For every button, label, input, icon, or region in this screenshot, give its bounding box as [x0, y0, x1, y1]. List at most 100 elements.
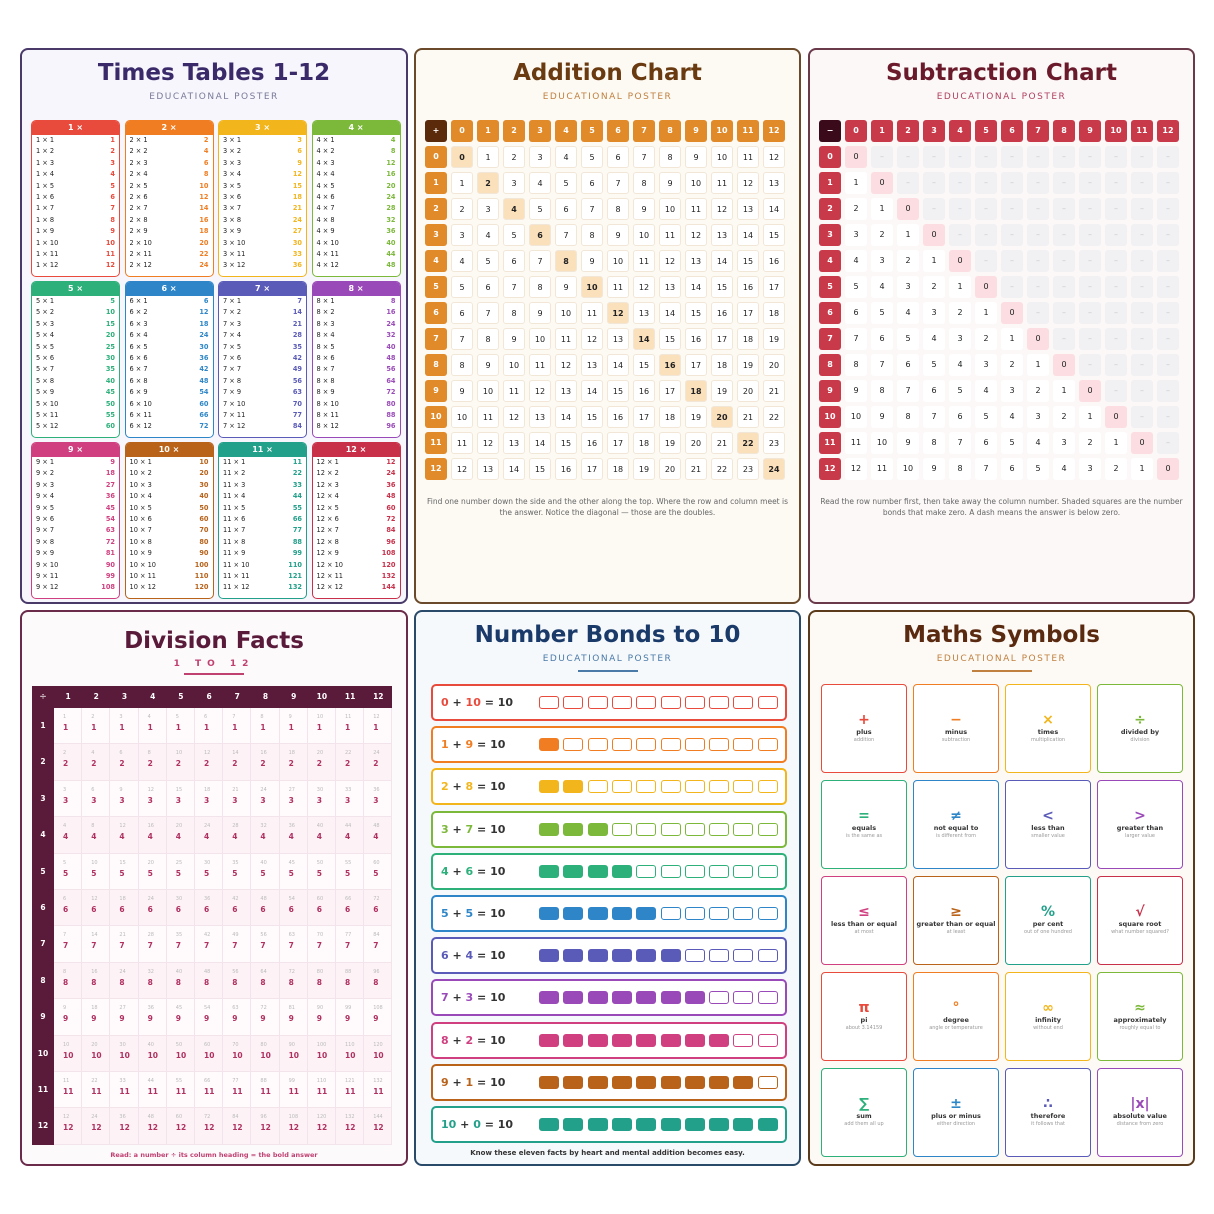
division-quotient: 1 [373, 723, 379, 732]
division-cell [54, 890, 83, 927]
grid-cell: 7 [897, 380, 919, 402]
division-quotient: 1 [63, 723, 69, 732]
grid-cell: 2 [1105, 458, 1127, 480]
division-cell [307, 890, 336, 927]
bond-box [563, 780, 584, 794]
grid-cell: – [949, 198, 971, 220]
bond-addend-b: 5 [465, 907, 474, 920]
bond-box [587, 822, 608, 836]
division-quotient: 7 [119, 941, 125, 951]
column-header: 1 [871, 120, 893, 142]
grid-cell: 5 [897, 328, 919, 350]
division-dividend: 28 [232, 823, 239, 830]
bond-box [684, 949, 705, 963]
times-table-row: 3 × 4 12 [219, 169, 306, 180]
bonds-title: Number Bonds to 10 [474, 622, 741, 648]
number-bond-equation: 1 + 9 = 10 [441, 728, 505, 761]
times-table-answer: 15 [292, 181, 302, 190]
division-dividend: 22 [345, 750, 352, 757]
bond-equals: = [473, 822, 491, 836]
times-table-answer: 24 [386, 192, 396, 201]
times-table-answer: 27 [292, 227, 302, 236]
bond-box [660, 780, 681, 794]
division-dividend: 72 [288, 968, 295, 975]
division-cell [138, 708, 167, 745]
grid-cell: 8 [503, 302, 525, 324]
times-table-answer: 77 [292, 526, 302, 535]
times-table-question: 11 × 9 [223, 549, 246, 558]
division-quotient: 11 [204, 1087, 215, 1096]
division-cell [82, 708, 111, 745]
bond-plus: + [448, 822, 466, 836]
symbol-name: absolute value [1113, 1112, 1167, 1120]
division-cell [223, 962, 252, 1000]
grid-cell: 15 [763, 224, 785, 246]
division-quotient: 6 [316, 905, 323, 914]
addition-chart-poster: Addition Chart EDUCATIONAL POSTER +0 1 2 3 4… [414, 48, 801, 604]
grid-cell: – [975, 172, 997, 194]
times-table-question: 7 × 11 [223, 410, 246, 419]
times-table-row: 12 × 5 60 [313, 503, 400, 514]
division-cell [138, 780, 167, 818]
grid-cell: 4 [529, 172, 551, 194]
grid-cell: 6 [845, 302, 867, 324]
row-header: 4 [425, 250, 447, 272]
number-bond-row: 4 + 6 = 10 [431, 852, 787, 890]
times-table-row: 5 × 9 45 [32, 387, 119, 398]
times-table-answer: 108 [101, 583, 115, 592]
division-quotient: 9 [260, 1014, 266, 1024]
division-dividend: 50 [175, 1041, 183, 1048]
division-dividend: 30 [175, 896, 183, 902]
bond-box [563, 1118, 584, 1131]
division-dividend: 8 [63, 968, 67, 975]
division-cell [223, 853, 252, 890]
grid-cell: – [1157, 276, 1179, 298]
division-cell [364, 780, 393, 818]
grid-cell: 10 [529, 328, 551, 350]
times-table-question: 9 × 11 [36, 571, 59, 580]
times-table-row: 4 × 6 24 [313, 192, 400, 203]
times-table-row: 8 × 12 96 [313, 421, 400, 432]
times-table-answer: 8 [390, 147, 396, 156]
times-table-question: 7 × 5 [223, 342, 242, 351]
division-quotient: 7 [232, 941, 238, 951]
division-quotient: 6 [288, 905, 294, 914]
times-table-question: 4 × 2 [316, 147, 335, 156]
bond-box [733, 696, 754, 709]
number-bond-row: 7 + 3 = 10 [431, 979, 787, 1017]
times-table-row: 11 × 4 44 [219, 491, 306, 502]
grid-cell: 0 [1027, 328, 1049, 350]
times-table-answer: 18 [199, 319, 209, 328]
bond-box [684, 864, 705, 878]
times-table-row: 6 × 4 24 [126, 330, 213, 341]
division-dividend: 108 [373, 1005, 383, 1012]
times-table-answer: 120 [194, 583, 209, 592]
division-dividend: 84 [373, 932, 380, 939]
bond-box [660, 864, 681, 878]
bond-equals: = [473, 907, 491, 920]
division-column-header: 12 [373, 692, 384, 701]
times-table-answer: 48 [386, 261, 396, 270]
division-cell [251, 744, 280, 781]
grid-cell: 11 [503, 380, 525, 402]
times-table-answer: 9 [110, 227, 115, 236]
grid-cell: 13 [737, 198, 759, 220]
symbol-name: equals [851, 824, 877, 832]
bond-box [757, 822, 778, 836]
division-quotient: 5 [260, 868, 266, 878]
grid-cell: 5 [451, 276, 473, 298]
division-quotient: 2 [345, 759, 351, 769]
division-quotient: 6 [232, 905, 238, 914]
division-quotient: 4 [345, 832, 351, 842]
division-cell [166, 708, 195, 745]
division-dividend: 55 [175, 1078, 183, 1084]
grid-cell: 4 [871, 276, 893, 298]
division-cell [336, 999, 365, 1036]
bond-addend-a: 3 [441, 822, 449, 836]
times-table-question: 4 × 10 [316, 238, 339, 247]
times-table-row: 11 × 10 110 [219, 560, 306, 571]
times-table-question: 9 × 10 [36, 560, 59, 569]
grid-cell: 11 [685, 198, 707, 220]
